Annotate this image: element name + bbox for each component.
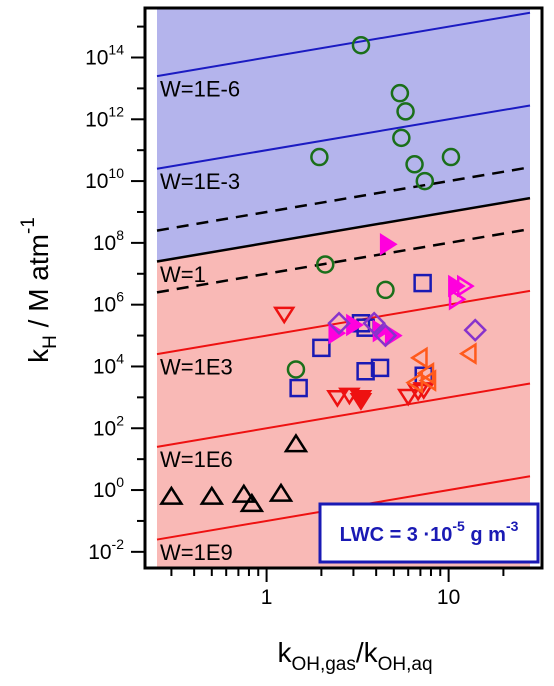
marker-circle-4: [405, 155, 424, 174]
w-label-w1e3: W=1E3: [160, 354, 233, 379]
w-line-4: [156, 227, 531, 294]
marker-triangle-up-4: [239, 492, 265, 513]
w-line-2: [156, 166, 531, 232]
w-label-w1e9: W=1E9: [160, 540, 233, 565]
marker-diamond-2: [463, 318, 487, 342]
x-axis-title: kOH,gas/kOH,aq: [277, 637, 432, 675]
aqueous-region: [157, 198, 530, 568]
plot-area: [156, 8, 531, 568]
w-label-w1e-6: W=1E-6: [160, 76, 240, 101]
x-tick-label-1: 1: [261, 586, 273, 609]
w-line-5: [156, 289, 531, 356]
annotation-unit: g m: [465, 524, 506, 546]
marker-circle-2: [396, 102, 415, 121]
y-tick-label-6: 106: [93, 289, 124, 317]
marker-square-4: [356, 362, 375, 381]
x-tick-label-10: 10: [437, 586, 460, 609]
marker-triangle-right-0: [379, 233, 398, 256]
gas-region: [157, 8, 530, 262]
axes: 1014 1012 1010 108 106 104 102 100 10-2 1 10: [85, 25, 505, 609]
marker-square-0: [413, 273, 432, 293]
marker-triangle-right-open-1: [448, 287, 467, 311]
w-label-w1e6: W=1E6: [160, 447, 233, 472]
marker-triangle-right-open-0: [457, 274, 475, 298]
marker-circle-6: [415, 171, 435, 191]
w-line-1: [156, 104, 531, 170]
marker-triangle-left-0: [409, 346, 428, 370]
w-line-0: [156, 11, 531, 78]
marker-triangle-up-0: [283, 433, 309, 453]
y-tick-label-12: 1012: [85, 103, 124, 131]
svg-text:LWC = 3 ·10-5 g m-3: LWC = 3 ·10-5 g m-3: [340, 518, 519, 546]
marker-circle-10: [286, 360, 306, 379]
marker-triangle-down-0: [272, 306, 296, 325]
marker-diamond-3: [373, 323, 398, 348]
marker-circle-9: [376, 280, 395, 300]
annotation-exp1: -5: [452, 518, 465, 534]
y-tick-label-8: 108: [93, 227, 124, 255]
marker-diamond-0: [327, 311, 351, 336]
plot-frame: [143, 6, 544, 570]
marker-triangle-up-2: [199, 485, 225, 505]
data-markers: [159, 35, 487, 513]
w-line-3: [156, 196, 531, 263]
marker-square-5: [370, 358, 390, 378]
marker-triangle-up-3: [231, 483, 257, 503]
marker-triangle-left-1: [458, 342, 477, 365]
marker-triangle-down-1: [326, 390, 349, 408]
y-axis-title: kH / M atm-1: [18, 217, 61, 363]
marker-square-3: [312, 338, 331, 358]
w-label-w1: W=1: [160, 262, 206, 287]
y-tick-label-14: 1014: [85, 41, 124, 69]
w-line-6: [156, 382, 531, 448]
marker-triangle-down-4: [396, 388, 420, 407]
marker-triangle-left-4: [418, 369, 437, 392]
marker-circle-3: [392, 128, 411, 148]
y-tick-label-0: 100: [93, 474, 124, 502]
w-labels: W=1E-6 W=1E-3 W=1 W=1E3 W=1E6 W=1E9: [160, 76, 240, 564]
marker-square-6: [289, 378, 308, 398]
marker-circle-8: [315, 255, 335, 274]
y-tick-label-10: 1010: [85, 165, 124, 193]
annotation-prefix: LWC = 3 ·10: [340, 524, 453, 546]
lwc-annotation: LWC = 3 ·10-5 g m-3: [318, 502, 540, 564]
y-tick-label-4: 104: [93, 350, 124, 378]
y-tick-label-2: 102: [93, 412, 124, 440]
annotation-exp2: -3: [506, 518, 519, 534]
w-label-w1e-3: W=1E-3: [160, 169, 240, 194]
marker-diamond-1: [362, 311, 386, 336]
marker-triangle-up-5: [268, 482, 294, 502]
y-tick-label--2: 10-2: [88, 536, 124, 564]
marker-circle-5: [441, 147, 461, 167]
marker-circle-0: [351, 35, 371, 55]
marker-triangle-up-1: [159, 485, 184, 505]
marker-circle-7: [310, 147, 329, 167]
marker-triangle-down-filled-0: [349, 390, 373, 408]
marker-circle-1: [390, 83, 410, 103]
